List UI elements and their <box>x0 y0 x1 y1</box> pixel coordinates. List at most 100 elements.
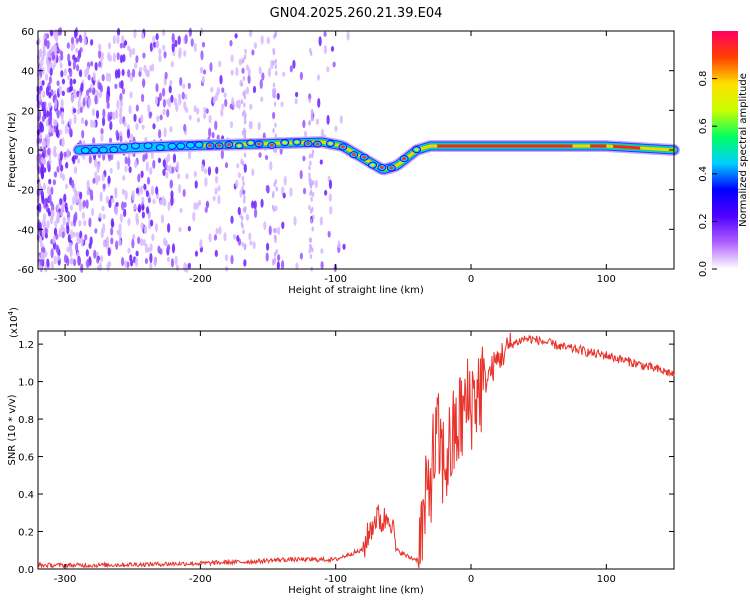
noise-speckle <box>272 128 275 134</box>
noise-speckle <box>101 74 105 82</box>
noise-speckle <box>309 47 312 53</box>
noise-speckle <box>133 113 137 122</box>
noise-speckle <box>312 214 315 220</box>
noise-speckle <box>273 182 276 188</box>
noise-speckle <box>134 257 139 267</box>
noise-speckle <box>150 185 155 196</box>
noise-speckle <box>115 129 119 137</box>
noise-speckle <box>272 111 276 120</box>
noise-speckle <box>259 78 263 90</box>
noise-speckle <box>276 261 280 270</box>
noise-speckle <box>98 91 102 98</box>
noise-speckle <box>52 235 56 244</box>
noise-speckle <box>61 90 65 97</box>
noise-speckle <box>302 119 306 129</box>
noise-speckle <box>73 29 78 39</box>
noise-speckle <box>52 179 56 186</box>
noise-speckle <box>147 197 152 204</box>
noise-speckle <box>115 201 119 208</box>
noise-speckle <box>87 74 91 81</box>
noise-speckle <box>179 76 183 87</box>
noise-speckle <box>149 261 153 270</box>
noise-speckle <box>163 127 167 138</box>
y-tick-label: 60 <box>21 27 34 38</box>
noise-speckle <box>258 152 262 158</box>
noise-speckle <box>105 72 110 82</box>
noise-speckle <box>241 176 245 182</box>
noise-speckle <box>70 220 74 227</box>
noise-speckle <box>116 34 120 45</box>
noise-speckle <box>243 198 246 204</box>
noise-speckle <box>240 99 244 105</box>
noise-speckle <box>152 123 156 130</box>
noise-speckle <box>119 135 123 143</box>
noise-speckle <box>66 246 70 253</box>
noise-speckle <box>241 185 244 191</box>
ridge-bead-core <box>402 157 407 161</box>
noise-speckle <box>106 262 110 272</box>
noise-speckle <box>257 121 261 131</box>
noise-speckle <box>168 164 172 175</box>
noise-speckle <box>149 65 153 72</box>
snr-x-ticks: -300 -200 -100 0 100 <box>54 331 616 585</box>
snr-y-ticks: 0.0 0.2 0.4 0.6 0.8 1.0 1.2 <box>18 340 674 576</box>
noise-speckle <box>84 94 88 102</box>
noise-speckle <box>92 177 96 184</box>
y-tick-label: -20 <box>18 186 34 197</box>
noise-speckle <box>59 171 63 179</box>
noise-speckle <box>164 239 168 247</box>
noise-speckle <box>78 202 82 212</box>
noise-speckle <box>57 28 61 37</box>
noise-speckle <box>249 240 253 246</box>
noise-speckle <box>187 225 191 232</box>
noise-speckle <box>277 254 281 262</box>
noise-speckle <box>79 47 83 53</box>
spectrogram-x-label: Height of straight line (km) <box>288 285 424 296</box>
noise-speckle <box>45 33 50 39</box>
noise-speckle <box>187 149 192 160</box>
noise-speckle <box>51 127 55 134</box>
noise-speckle <box>251 49 255 56</box>
ridge-bead <box>80 146 90 154</box>
noise-speckle <box>66 148 70 159</box>
noise-speckle <box>91 108 96 117</box>
noise-speckle <box>116 99 120 110</box>
noise-speckle <box>100 228 104 239</box>
noise-speckle <box>86 179 90 190</box>
noise-speckle <box>217 185 221 192</box>
noise-speckle <box>213 234 218 241</box>
noise-speckle <box>217 194 221 205</box>
ridge-bead-core <box>226 143 231 147</box>
noise-speckle <box>60 98 64 109</box>
noise-speckle <box>117 68 121 79</box>
noise-speckle <box>339 115 343 124</box>
noise-speckle <box>274 122 277 128</box>
noise-speckle <box>253 42 257 50</box>
noise-speckle <box>106 102 110 109</box>
noise-speckle <box>72 195 76 206</box>
noise-speckle <box>70 229 74 240</box>
noise-speckle <box>208 114 212 124</box>
noise-speckle <box>60 70 64 78</box>
noise-speckle <box>88 155 92 164</box>
noise-speckle <box>330 45 335 52</box>
noise-speckle <box>67 234 71 243</box>
noise-speckle <box>63 193 67 203</box>
noise-speckle <box>44 73 49 81</box>
noise-speckle <box>121 88 126 95</box>
noise-speckle <box>230 254 234 265</box>
noise-speckle <box>193 202 197 211</box>
noise-speckle <box>140 185 144 195</box>
noise-speckle <box>241 130 245 136</box>
noise-speckle <box>45 133 49 141</box>
noise-speckle <box>162 108 166 116</box>
noise-speckle <box>116 160 120 171</box>
noise-speckle <box>137 203 142 213</box>
noise-speckle <box>166 98 170 105</box>
noise-speckle <box>260 96 264 102</box>
noise-speckle <box>118 112 123 119</box>
noise-speckle <box>132 234 136 240</box>
noise-speckle <box>154 223 159 233</box>
noise-speckle <box>49 60 53 68</box>
noise-speckle <box>127 69 131 78</box>
